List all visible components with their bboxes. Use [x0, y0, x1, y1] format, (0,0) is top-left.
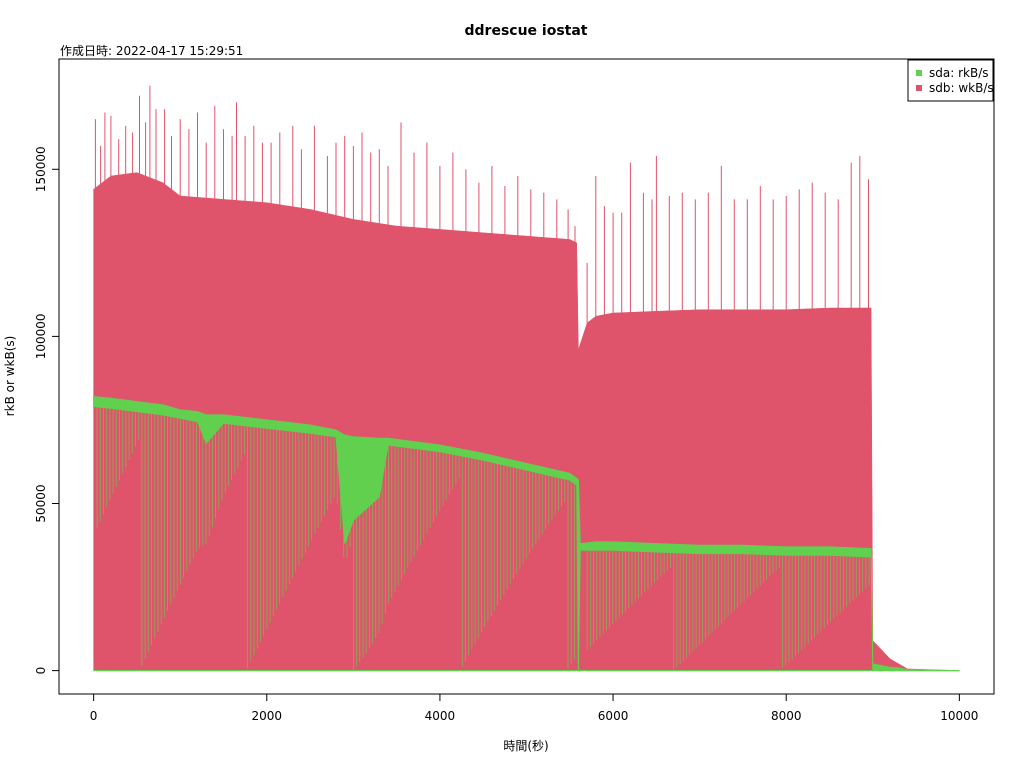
legend-box: [907, 59, 994, 102]
chart-subtitle: 作成日時: 2022-04-17 15:29:51: [60, 44, 243, 58]
y-axis: 0 50000 100000 150000: [34, 146, 60, 675]
legend-label-sda: sda: rkB/s: [929, 66, 989, 80]
x-axis-label: 時間(秒): [503, 739, 548, 753]
x-tick-label: 6000: [598, 709, 629, 723]
y-tick-label: 50000: [34, 484, 48, 522]
sdb-spikes: [94, 85, 869, 323]
x-axis: 0 2000 4000 6000 8000 10000: [90, 693, 978, 723]
y-axis-label: rkB or wkB(s): [3, 336, 17, 417]
legend-label-sdb: sdb: wkB/s: [929, 81, 994, 95]
x-tick-label: 10000: [940, 709, 978, 723]
x-tick-label: 0: [90, 709, 98, 723]
legend-swatch-sdb: [916, 85, 922, 91]
y-tick-label: 100000: [34, 313, 48, 359]
y-tick-label: 0: [34, 667, 48, 675]
chart-title: ddrescue iostat: [465, 23, 588, 39]
sda-dropouts: [96, 406, 870, 671]
x-tick-label: 2000: [252, 709, 283, 723]
x-tick-label: 4000: [425, 709, 456, 723]
legend: sda: rkB/s sdb: wkB/s: [907, 59, 994, 102]
series-layer: [93, 85, 960, 672]
y-tick-label: 150000: [34, 146, 48, 192]
legend-swatch-sda: [916, 70, 922, 76]
x-tick-label: 8000: [771, 709, 802, 723]
